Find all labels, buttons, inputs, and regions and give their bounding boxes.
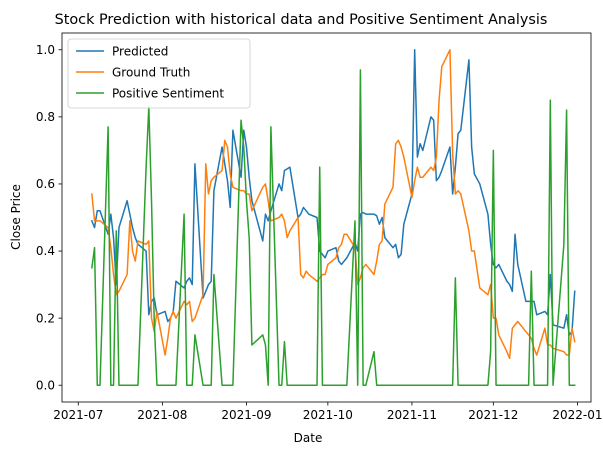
x-tick-label: 2021-11 [387,408,437,422]
y-axis-ticks: 0.0 0.2 0.4 0.6 0.8 1.0 [36,43,62,392]
y-tick-label: 0.0 [36,378,55,392]
x-tick-label: 2021-09 [221,408,271,422]
series-line-positive-sentiment [90,69,576,386]
x-tick-label: 2021-08 [137,408,187,422]
chart-title: Stock Prediction with historical data an… [55,12,548,28]
y-tick-label: 1.0 [36,43,55,57]
x-tick-label: 2022-01 [552,408,602,422]
plot-area [61,32,592,403]
x-axis-label: Date [294,431,323,445]
x-tick-label: 2021-10 [303,408,353,422]
x-tick-label: 2021-07 [53,408,103,422]
legend: Predicted Ground Truth Positive Sentiment [67,38,251,109]
legend-box [67,38,251,109]
y-tick-label: 0.8 [36,110,55,124]
x-tick-label: 2021-12 [468,408,518,422]
y-tick-label: 0.2 [36,311,55,325]
legend-label: Predicted [112,44,168,58]
series-line-ground-truth [91,49,576,360]
legend-label: Ground Truth [112,65,190,79]
y-tick-label: 0.6 [36,177,55,191]
y-tick-label: 0.4 [36,244,55,258]
y-axis-label: Close Price [9,184,23,250]
legend-label: Positive Sentiment [112,86,224,100]
axes-frame [61,32,592,403]
series-layer [90,49,576,386]
x-axis-ticks: 2021-07 2021-08 2021-09 2021-10 2021-11 2021-… [53,402,603,422]
